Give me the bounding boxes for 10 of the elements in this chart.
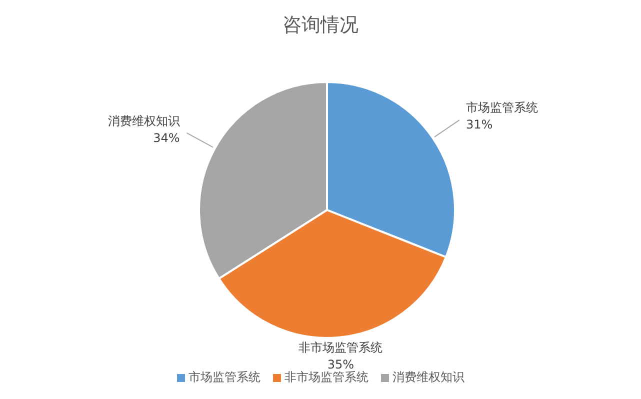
- data-label: 31%: [466, 118, 493, 132]
- legend-label: 市场监管系统: [188, 369, 260, 386]
- data-label: 34%: [153, 131, 180, 146]
- legend-label: 消费维权知识: [392, 369, 464, 386]
- chart-title: 咨询情况: [282, 13, 360, 38]
- legend-label: 非市场监管系统: [284, 369, 368, 386]
- slice-label: 非市场监管系统: [298, 340, 383, 354]
- slice-label: 市场监管系统: [466, 100, 538, 115]
- slice-label: 消费维权知识: [108, 114, 180, 128]
- data-label: 35%: [327, 357, 354, 372]
